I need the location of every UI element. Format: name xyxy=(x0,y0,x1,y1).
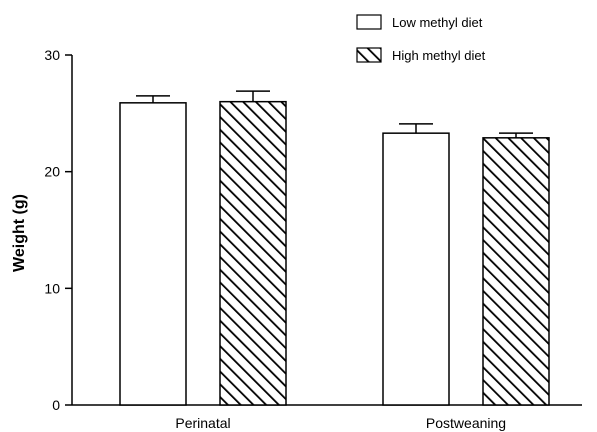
legend-label-high-methyl: High methyl diet xyxy=(392,48,486,63)
y-tick-label: 20 xyxy=(44,164,60,180)
y-tick-label: 0 xyxy=(52,397,60,413)
y-tick-label: 30 xyxy=(44,47,60,63)
legend-swatch-high-methyl xyxy=(356,47,382,63)
legend-label-low-methyl: Low methyl diet xyxy=(392,15,483,30)
legend: Low methyl diet High methyl diet xyxy=(356,14,486,63)
category-label-postweaning: Postweaning xyxy=(426,415,506,431)
bar-high-methyl-diet-postweaning xyxy=(482,137,550,406)
y-axis-label: Weight (g) xyxy=(11,194,28,272)
category-label-perinatal: Perinatal xyxy=(175,415,230,431)
bar-low-methyl-diet-postweaning xyxy=(382,132,450,406)
bar-high-methyl-diet-perinatal xyxy=(219,100,287,406)
y-tick-label: 10 xyxy=(44,280,60,296)
bar-low-methyl-diet-perinatal xyxy=(119,102,187,406)
legend-swatch-low-methyl xyxy=(356,14,382,30)
